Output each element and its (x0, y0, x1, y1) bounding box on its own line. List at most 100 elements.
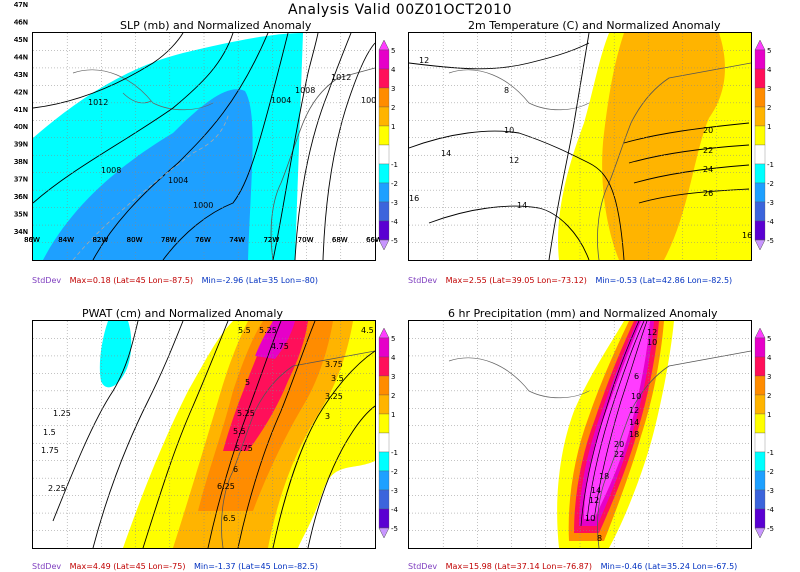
stddev-label: StdDev (408, 276, 438, 285)
map-temperature: 12 8 10 14 12 14 16 20 22 24 26 16 (408, 32, 752, 261)
contour-label: 5.25 (259, 326, 277, 335)
colorbar-tick-label: -2 (391, 468, 398, 476)
lat-tick-label: 45N (14, 36, 28, 44)
lon-tick-label: 82W (92, 236, 108, 244)
colorbar-tick-label: 5 (767, 47, 771, 55)
colorbar-tick-label: 5 (767, 335, 771, 343)
colorbar-segment (378, 220, 390, 241)
great-lakes (448, 357, 590, 399)
colorbar-tick-label: -3 (391, 487, 398, 495)
contour-label: 14 (517, 201, 527, 210)
lat-tick-label: 47N (14, 1, 28, 9)
colorbar-segment (378, 356, 390, 377)
lat-tick-label: 46N (14, 18, 28, 26)
lat-tick-label: 40N (14, 123, 28, 131)
panel-slp: SLP (mb) and Normalized Anomaly 1012 100… (0, 0, 399, 285)
isotherm (623, 122, 750, 144)
lat-tick-label: 44N (14, 53, 28, 61)
colorbar-tick-label: -5 (767, 237, 774, 245)
isotherm (633, 164, 750, 184)
panel-pwat: PWAT (cm) and Normalized Anomaly 5.5 5.2… (0, 0, 399, 571)
colorbar-segment (378, 413, 390, 434)
axes-pwat: 47N 46N 45N 44N 43N 42N 41N 40N 39N 38N 37N 36N 35N 3… (14, 1, 382, 244)
lon-tick-label: 70W (298, 236, 314, 244)
isotherm (548, 33, 590, 260)
isotherm (428, 205, 590, 260)
lon-tick-label: 78W (161, 236, 177, 244)
lat-tick-label: 37N (14, 176, 28, 184)
coastline (270, 67, 375, 260)
lat-tick-label: 39N (14, 141, 28, 149)
contour-label: 12 (589, 496, 599, 505)
lat-tick-label: 42N (14, 88, 28, 96)
lat-tick-label: 36N (14, 193, 28, 201)
contour-label: 12 (629, 406, 639, 415)
contour-label: 14 (629, 418, 639, 427)
colorbar-segment (754, 106, 766, 127)
colorbar-segment (754, 375, 766, 396)
great-lakes (448, 69, 590, 111)
lon-tick-label: 84W (58, 236, 74, 244)
contour-label: 14 (591, 486, 601, 495)
figure-title: Analysis Valid 00Z01OCT2010 (287, 2, 512, 18)
contour-label: 12 (647, 328, 657, 337)
map-slp-canvas: 1012 1008 1004 1008 1004 1000 1012 1004 (33, 33, 375, 260)
colorbar-segment (378, 470, 390, 491)
colorbar-segment (378, 49, 390, 70)
contour-label: 3 (325, 412, 330, 421)
contour-label: 4.75 (271, 342, 289, 351)
map-grid (409, 33, 751, 260)
contour-label: 10 (631, 392, 641, 401)
contour-label: 26 (703, 189, 713, 198)
lon-tick-label: 70W (298, 236, 314, 244)
lon-tick-label: 68W (332, 236, 348, 244)
contour-label: 1004 (271, 96, 291, 105)
colorbar-tick-label: 5 (391, 335, 395, 343)
lat-tick-label: 44N (14, 53, 28, 61)
contour-label: 2.25 (48, 484, 66, 493)
contour-label: 3.25 (325, 392, 343, 401)
lat-tick-label: 37N (14, 176, 28, 184)
colorbar-segment (754, 163, 766, 184)
contour-label: 6.25 (217, 482, 235, 491)
axes-precip: 47N 46N 45N 44N 43N 42N 41N 40N 39N 38N 37N 36N 35N 3… (14, 1, 382, 244)
colorbar-cap (754, 527, 766, 538)
lat-tick-label: 39N (14, 141, 28, 149)
contour-label: 1008 (295, 86, 315, 95)
coastline (221, 350, 375, 548)
colorbar-tick-label: 4 (391, 354, 396, 362)
colorbar-cap (754, 239, 766, 250)
contour-label: 6 (233, 465, 238, 474)
colorbar-tick-label: -5 (391, 237, 398, 245)
lat-tick-label: 41N (14, 106, 28, 114)
isobar-1004 (92, 33, 269, 260)
lat-tick-label: 38N (14, 158, 28, 166)
colorbar-precip: 5 4 3 2 1 -1 -2 -3 -4 -5 (754, 328, 775, 538)
colorbar-tick-label: -2 (767, 180, 774, 188)
lon-tick-label: 86W (24, 236, 40, 244)
lon-tick-label: 74W (229, 236, 245, 244)
lon-tick-label: 82W (92, 236, 108, 244)
colorbar-segment (378, 144, 390, 165)
colorbar-segment (378, 182, 390, 203)
pwat-contour (92, 321, 184, 548)
colorbar-segment (378, 201, 390, 222)
anomaly-fill-neg2 (43, 89, 253, 260)
colorbar-tick-label: -5 (767, 525, 774, 533)
colorbar-tick-label: -3 (767, 199, 774, 207)
min-label: Min=-2.96 (Lat=35 Lon=-80) (201, 276, 319, 285)
map-grid (33, 33, 375, 260)
lat-tick-label: 40N (14, 123, 28, 131)
pwat-contour (307, 405, 375, 548)
lat-tick-label: 45N (14, 36, 28, 44)
lon-tick-label: 70W (298, 236, 314, 244)
colorbar-segment (378, 375, 390, 396)
colorbar-segment (378, 451, 390, 472)
stats-precip: StdDev Max=15.98 (Lat=37.14 Lon=-76.87) … (408, 562, 743, 571)
colorbar-cap (378, 527, 390, 538)
panel-temperature: 2m Temperature (C) and Normalized Anomal… (0, 0, 775, 285)
lat-tick-label: 43N (14, 71, 28, 79)
lat-tick-label: 35N (14, 211, 28, 219)
colorbar-segment (754, 182, 766, 203)
stddev-label: StdDev (32, 562, 62, 571)
